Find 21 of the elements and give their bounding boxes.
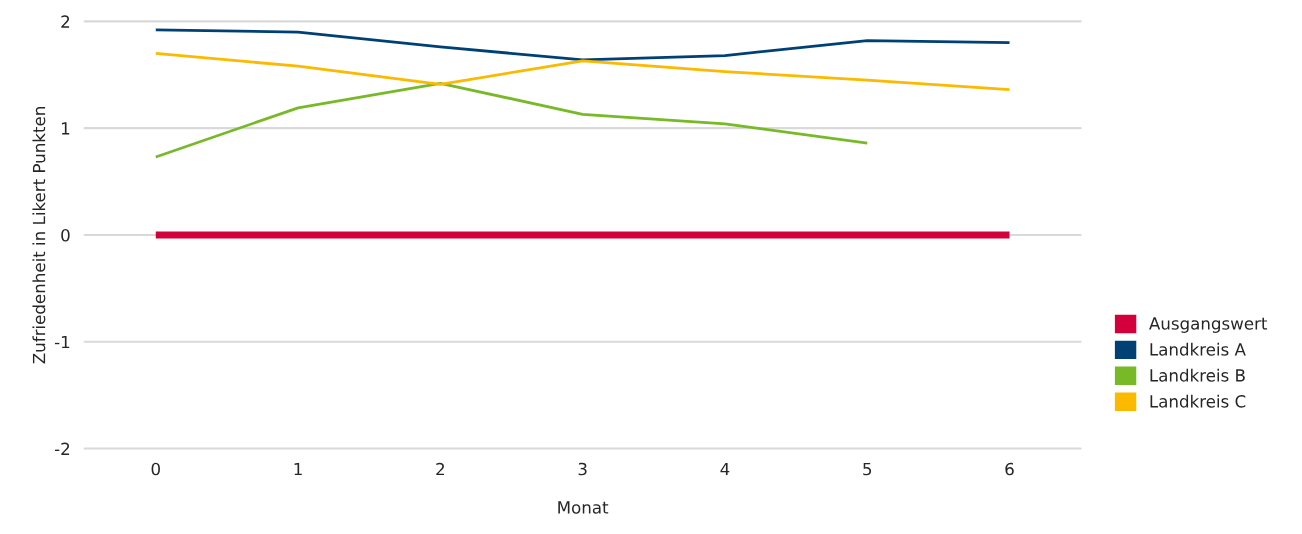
y-tick-label: -1: [54, 335, 70, 349]
x-tick-label: 1: [294, 462, 302, 476]
legend-label: Landkreis C: [1150, 394, 1246, 408]
x-tick-label: 3: [578, 462, 587, 476]
x-axis-title: Monat: [558, 501, 609, 514]
x-tick-label: 0: [151, 462, 160, 476]
line-series: [154, 52, 1011, 92]
y-tick-label: 1: [61, 122, 70, 135]
y-tick-label: 2: [61, 15, 70, 28]
y-tick-label: -2: [54, 442, 70, 455]
y-axis-title: Zufriedenheit in Likert Punkten: [32, 107, 46, 364]
legend-label: Landkreis B: [1150, 368, 1245, 382]
legend-label: Landkreis A: [1150, 342, 1246, 356]
x-tick-label: 4: [720, 462, 730, 476]
line-series: [154, 28, 1011, 62]
x-tick-label: 6: [1005, 462, 1014, 476]
y-tick-label: 0: [61, 228, 70, 242]
x-tick-label: 5: [863, 462, 872, 476]
legend-label: Ausgangswert: [1149, 317, 1268, 333]
line-series: [154, 81, 869, 159]
x-tick-label: 2: [436, 462, 444, 476]
